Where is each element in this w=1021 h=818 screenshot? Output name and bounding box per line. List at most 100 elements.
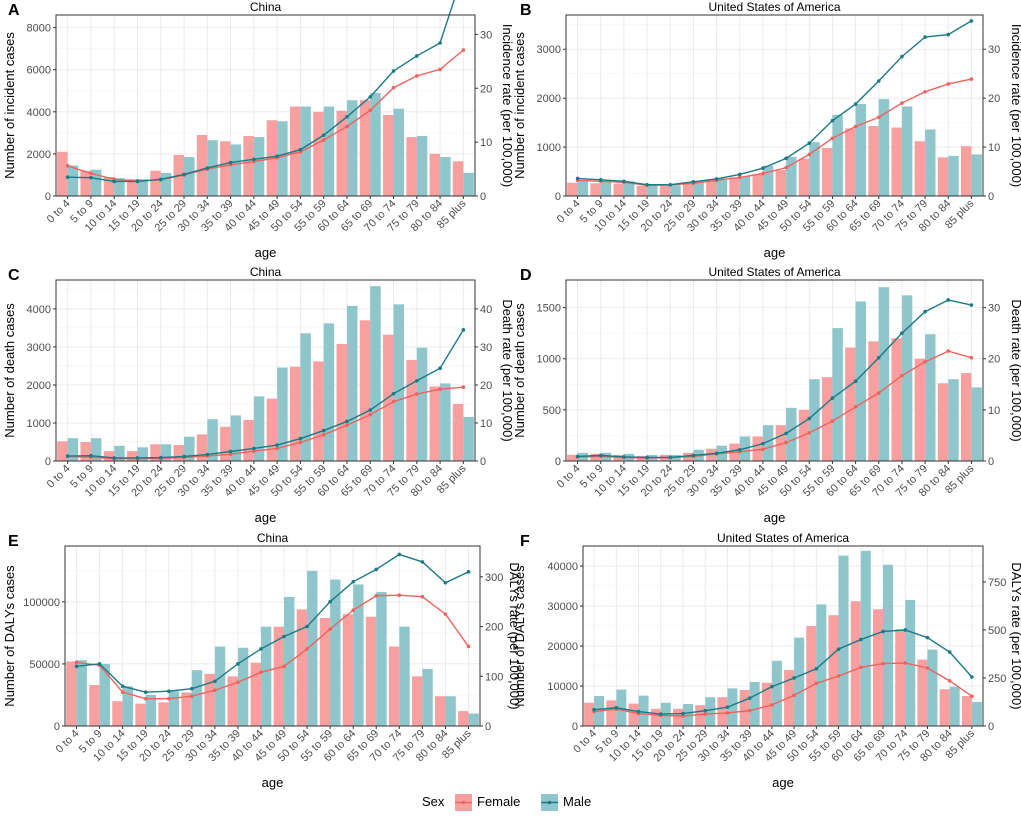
bar-female <box>717 697 728 726</box>
bar-female <box>243 419 254 461</box>
bar-female <box>429 153 441 196</box>
rate-point-male <box>135 456 140 460</box>
rate-point-male <box>636 709 641 714</box>
rate-point-male <box>259 647 263 651</box>
panel-letter: B <box>520 2 532 19</box>
y-tick-label: 1000 <box>537 354 561 366</box>
x-axis-label: age <box>255 245 277 260</box>
bar-female <box>181 692 192 726</box>
rate-point-male <box>925 635 930 640</box>
bar-male <box>838 555 849 726</box>
bar-male <box>948 155 959 196</box>
rate-point-male <box>213 679 217 684</box>
y-tick-label: 6000 <box>27 65 51 77</box>
bar-female <box>150 170 161 196</box>
bar-male <box>168 691 180 726</box>
rate-point-female <box>466 644 471 649</box>
y-tick-label: 500 <box>543 405 561 417</box>
bar-male <box>971 702 982 726</box>
bar-female <box>411 676 423 726</box>
y2-tick-label: 20 <box>480 380 492 392</box>
rate-point-male <box>969 19 974 23</box>
bar-female <box>158 702 169 726</box>
rate-point-male <box>420 560 425 564</box>
bar-female <box>112 701 123 726</box>
rate-point-female <box>351 608 355 612</box>
rate-point-male <box>305 624 309 629</box>
rate-point-female <box>737 175 742 180</box>
bar-male <box>67 438 79 461</box>
bar-male <box>925 334 936 461</box>
rate-point-female <box>784 165 788 170</box>
y-tick-label: 4000 <box>27 107 51 119</box>
panel-title: China <box>250 0 282 14</box>
rate-line-female <box>76 594 470 700</box>
rate-point-male <box>190 686 194 691</box>
rate-point-female <box>275 446 279 451</box>
panel-title: China <box>257 531 289 545</box>
y-axis-label: Number of DALYs cases <box>2 565 17 707</box>
bar-male <box>905 600 916 726</box>
y2-axis-label: Incidence rate (per 100,000) <box>500 24 515 187</box>
rate-point-male <box>876 355 881 360</box>
rate-point-male <box>143 690 148 694</box>
bar-male <box>809 379 820 461</box>
rate-point-female <box>946 82 951 86</box>
rate-point-male <box>345 115 349 119</box>
rate-point-female <box>923 90 927 94</box>
rate-point-female <box>830 136 835 141</box>
rate-line-male <box>76 553 469 693</box>
rate-point-male <box>592 707 596 712</box>
y2-axis-label: DALYs rate (per 100,000) <box>507 562 522 709</box>
bar-female <box>103 177 115 196</box>
bar-male <box>927 649 938 726</box>
bar-male <box>670 185 681 196</box>
bar-male <box>749 682 760 726</box>
rate-point-female <box>391 85 396 90</box>
bar-male <box>137 447 148 461</box>
rate-point-male <box>725 705 730 709</box>
rate-point-female <box>368 412 373 417</box>
bar-male <box>214 646 226 726</box>
rate-point-male <box>923 35 927 39</box>
bar-female <box>57 441 68 461</box>
rate-point-male <box>645 182 649 187</box>
bar-female <box>435 696 446 726</box>
rate-point-male <box>89 175 93 180</box>
bar-female <box>960 373 972 461</box>
plot-area <box>56 15 475 196</box>
bar-female <box>914 141 926 196</box>
y2-axis-label: Death rate (per 100,000) <box>1009 299 1021 441</box>
bar-female <box>729 177 740 196</box>
rate-point-female <box>259 670 263 675</box>
bar-female <box>821 148 833 196</box>
bar-male <box>284 596 295 726</box>
y-tick-label: 100000 <box>23 597 60 609</box>
bar-male <box>346 305 358 461</box>
bar-female <box>695 705 706 726</box>
bar-female <box>636 185 648 196</box>
rate-point-male <box>747 696 752 700</box>
bar-male <box>739 176 751 196</box>
rate-point-male <box>74 664 79 669</box>
panel-title: China <box>250 265 282 279</box>
bar-male <box>925 129 936 196</box>
y-tick-label: 1000 <box>537 142 561 154</box>
rate-point-male <box>668 182 673 187</box>
bar-male <box>307 570 318 726</box>
rate-point-male <box>622 455 626 459</box>
rate-point-female <box>420 594 425 599</box>
rate-point-female <box>391 399 396 404</box>
rate-point-female <box>876 391 881 395</box>
rate-point-female <box>830 419 835 423</box>
y2-tick-label: 30 <box>988 303 1000 315</box>
rate-point-female <box>853 405 858 409</box>
rate-point-male <box>770 684 774 689</box>
bar-male <box>230 415 242 461</box>
bar-female <box>845 347 856 461</box>
bar-male <box>971 154 982 196</box>
panel-letter: A <box>8 2 20 19</box>
bar-female <box>220 426 231 461</box>
y2-tick-label: 20 <box>988 93 1000 105</box>
y2-tick-label: 0 <box>480 191 486 203</box>
